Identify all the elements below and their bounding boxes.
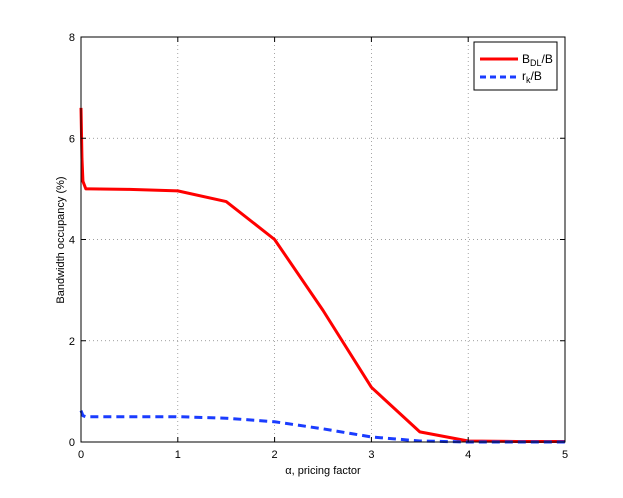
legend-bdl-tail: /B — [542, 52, 553, 66]
y-tick-label: 4 — [69, 235, 75, 247]
series-line-bdl — [79, 107, 565, 443]
x-tick-label: 5 — [562, 449, 568, 461]
y-tick-label: 0 — [69, 437, 75, 449]
legend-rk-tail: /B — [531, 69, 542, 83]
y-axis-label: Bandwidth occupancy (%) — [55, 176, 67, 303]
y-tick-label: 6 — [69, 133, 75, 145]
legend-box — [473, 41, 558, 91]
legend: BDL/B rk/B — [473, 41, 558, 91]
legend-bdl-sub: DL — [530, 58, 542, 68]
axes-box — [80, 36, 566, 443]
legend-rk-sub: k — [526, 75, 531, 85]
y-tick-label: 8 — [69, 32, 75, 44]
x-tick-label: 0 — [78, 449, 84, 461]
legend-label-rk: rk/B — [522, 69, 542, 85]
y-tick-label: 2 — [69, 336, 75, 348]
x-tick-label: 3 — [368, 449, 374, 461]
grid — [81, 37, 565, 442]
legend-bdl-main: B — [522, 52, 530, 66]
x-tick-label: 2 — [272, 449, 278, 461]
x-tick-label: 1 — [175, 449, 181, 461]
legend-rk-main: r — [522, 69, 526, 83]
ticks: 0 1 2 3 4 5 0 2 4 6 8 — [69, 32, 568, 461]
legend-label-bdl: BDL/B — [522, 52, 553, 68]
x-tick-label: 4 — [465, 449, 471, 461]
x-axis-label: α, pricing factor — [285, 465, 361, 477]
